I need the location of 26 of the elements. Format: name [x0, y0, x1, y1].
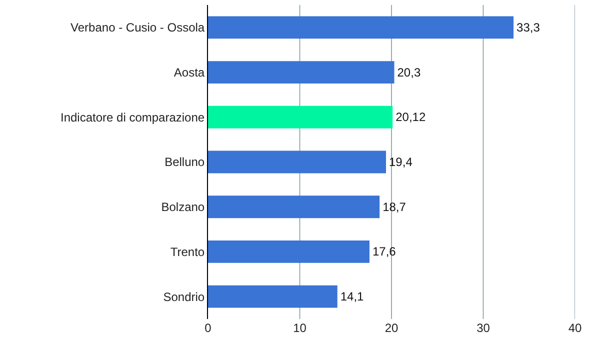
data-label: 19,4: [389, 155, 413, 169]
y-tick-label: Trento: [170, 244, 205, 259]
data-label: 20,3: [397, 65, 421, 80]
y-tick-label: Belluno: [164, 155, 205, 170]
data-label: 17,6: [372, 244, 396, 259]
data-label: 18,7: [382, 200, 406, 214]
x-tick-label: 20: [384, 321, 398, 335]
x-tick-label: 0: [204, 321, 212, 335]
bar: [208, 16, 514, 39]
y-tick-label: Verbano - Cusio - Ossola: [70, 20, 205, 35]
data-label: 20,12: [396, 110, 426, 124]
x-tick-label: 40: [568, 321, 582, 335]
bar: [208, 196, 380, 218]
bar: [208, 150, 386, 174]
bar: [208, 240, 370, 263]
data-label: 14,1: [340, 290, 364, 304]
y-tick-label: Indicatore di comparazione: [60, 110, 205, 124]
bar: [208, 106, 393, 128]
x-tick-label: 30: [476, 321, 490, 335]
y-tick-label: Bolzano: [161, 200, 205, 214]
bar: [208, 285, 338, 308]
x-tick-label: 10: [293, 321, 307, 335]
y-tick-label: Aosta: [174, 65, 205, 80]
bar: [208, 61, 394, 84]
data-label: 33,3: [516, 20, 540, 34]
y-tick-label: Sondrio: [163, 290, 205, 304]
